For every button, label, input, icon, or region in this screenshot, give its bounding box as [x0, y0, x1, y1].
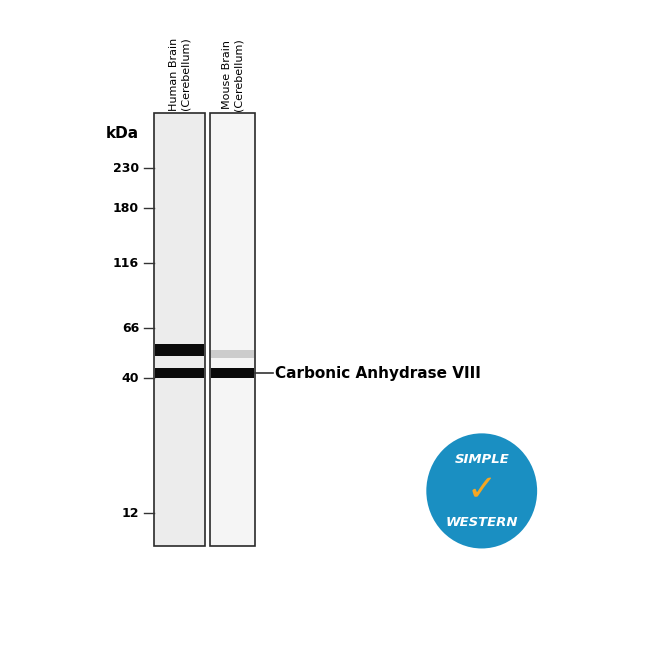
Bar: [211, 369, 254, 378]
Text: © 2014: © 2014: [525, 526, 549, 531]
Text: 66: 66: [122, 322, 139, 335]
Bar: [155, 369, 203, 378]
Text: kDa: kDa: [106, 125, 139, 140]
Text: 230: 230: [113, 162, 139, 175]
Text: 12: 12: [122, 507, 139, 520]
Bar: [210, 113, 255, 546]
Text: Carbonic Anhydrase VIII: Carbonic Anhydrase VIII: [275, 366, 481, 381]
Text: Human Brain
(Cerebellum): Human Brain (Cerebellum): [169, 37, 190, 111]
Text: 116: 116: [113, 257, 139, 270]
Text: 40: 40: [122, 372, 139, 385]
Text: WESTERN: WESTERN: [445, 516, 518, 529]
Text: Mouse Brain
(Cerebellum): Mouse Brain (Cerebellum): [222, 38, 243, 111]
Text: ✓: ✓: [467, 473, 497, 507]
Text: SIMPLE: SIMPLE: [454, 453, 509, 466]
Bar: [155, 344, 203, 356]
Text: 180: 180: [113, 202, 139, 214]
Bar: [154, 113, 205, 546]
Bar: [211, 350, 254, 358]
Ellipse shape: [426, 434, 537, 549]
